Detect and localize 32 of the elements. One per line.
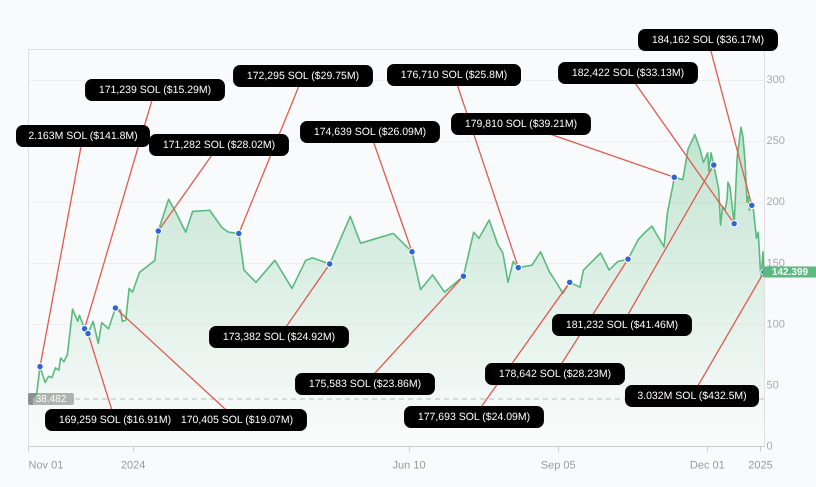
annotation: 172,295 SOL ($29.75M) xyxy=(246,70,360,82)
annotation: 142.399 xyxy=(772,267,809,278)
x-tick-label: Jun 10 xyxy=(392,460,426,472)
annotation: 171,282 SOL ($28.02M) xyxy=(162,139,276,151)
x-tick-label: Dec 01 xyxy=(690,460,725,472)
annotation: 173,382 SOL ($24.92M) xyxy=(222,331,336,343)
annotation: 177,693 SOL ($24.09M) xyxy=(418,411,530,423)
annotation: 174,639 SOL ($26.09M) xyxy=(314,126,426,138)
annotation: 170,405 SOL ($19.07M) xyxy=(180,414,294,426)
x-tick-label: 2024 xyxy=(120,460,146,472)
ref-line-label: 38.482 xyxy=(36,394,67,405)
annotation: 175,583 SOL ($23.86M) xyxy=(308,378,422,390)
annotation: 2.163M SOL ($141.8M) xyxy=(28,130,138,142)
annotation: 184,162 SOL ($36.17M) xyxy=(652,34,764,46)
y-tick-label: 100 xyxy=(766,318,785,330)
annotation: 178,642 SOL ($28.23M) xyxy=(498,368,612,380)
y-tick-label: 250 xyxy=(766,135,785,148)
y-tick-label: 300 xyxy=(766,74,785,86)
x-tick-label: Sep 05 xyxy=(540,460,576,472)
annotation: 181,232 SOL ($41.46M) xyxy=(566,319,678,331)
y-tick-label: 150 xyxy=(766,257,785,270)
annotation: 171,239 SOL ($15.29M) xyxy=(98,84,212,96)
y-tick-label: 50 xyxy=(766,379,779,392)
x-tick-label: Nov 01 xyxy=(28,460,64,472)
annotation: 176,710 SOL ($25.8M) xyxy=(400,69,508,81)
y-tick-label: 200 xyxy=(766,196,785,208)
x-tick-label: 2025 xyxy=(748,460,773,472)
annotation: 3.032M SOL ($432.5M) xyxy=(637,390,747,402)
y-tick-label: 0 xyxy=(766,440,773,452)
annotation: 169,259 SOL ($16.91M) xyxy=(58,414,172,426)
annotation: 179,810 SOL ($39.21M) xyxy=(464,118,578,130)
annotation: 182,422 SOL ($33.13M) xyxy=(572,67,684,79)
